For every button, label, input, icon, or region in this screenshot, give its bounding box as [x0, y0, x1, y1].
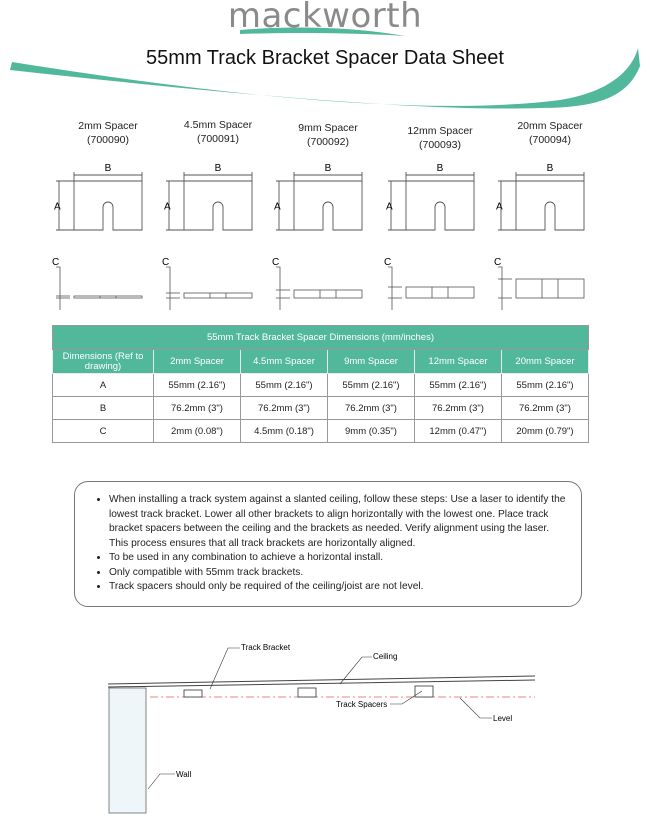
- label-a: A: [54, 202, 61, 213]
- label-a: A: [496, 202, 503, 213]
- table-cell: 4.5mm (0.18"): [240, 419, 328, 443]
- dimensions-table: 55mm Track Bracket Spacer Dimensions (mm…: [52, 325, 589, 443]
- spacer-drawings: B A C B A C B A C B A C B A C: [52, 163, 585, 310]
- column-header: 2mm Spacer: [153, 349, 241, 374]
- label-c: C: [272, 257, 279, 268]
- spacer-name: 4.5mm Spacer: [183, 119, 253, 131]
- spacer-heading: 20mm Spacer (700094): [490, 119, 610, 147]
- note-item: When installing a track system against a…: [109, 493, 567, 551]
- table-cell: 9mm (0.35"): [327, 419, 415, 443]
- table-cell: 55mm (2.16"): [327, 373, 415, 397]
- table-row: C 2mm (0.08") 4.5mm (0.18") 9mm (0.35") 12mm…: [52, 419, 589, 443]
- note-item: Track spacers should only be required of…: [109, 580, 567, 595]
- note-item: To be used in any combination to achieve…: [109, 551, 567, 566]
- table-cell: A: [52, 373, 154, 397]
- spacer-heading: 9mm Spacer (700092): [268, 121, 388, 149]
- table-cell: 76.2mm (3"): [327, 396, 415, 420]
- label-b: B: [437, 163, 444, 174]
- label-b: B: [325, 163, 332, 174]
- table-cell: 55mm (2.16"): [501, 373, 589, 397]
- spacer-front-view: [56, 172, 143, 231]
- spacer-code: (700094): [528, 134, 572, 146]
- table-cell: 76.2mm (3"): [240, 396, 328, 420]
- table-cell: 76.2mm (3"): [414, 396, 502, 420]
- label-b: B: [105, 163, 112, 174]
- label-c: C: [384, 257, 391, 268]
- spacer-code: (700093): [418, 139, 462, 151]
- label-a: A: [164, 202, 171, 213]
- spacer-front-view: [276, 172, 363, 231]
- spacer-side-view: [56, 266, 143, 310]
- label-b: B: [215, 163, 222, 174]
- spacer-heading: 4.5mm Spacer (700091): [158, 118, 278, 146]
- label-track-spacers: Track Spacers: [336, 700, 387, 709]
- column-header: 12mm Spacer: [414, 349, 502, 374]
- spacer-code: (700090): [86, 134, 130, 146]
- spacer-front-view: [388, 172, 475, 231]
- label-c: C: [162, 257, 169, 268]
- label-ceiling: Ceiling: [373, 652, 397, 661]
- table-cell: 76.2mm (3"): [501, 396, 589, 420]
- table-cell: C: [52, 419, 154, 443]
- track-bracket: [183, 685, 434, 698]
- logo: mackworth: [227, 0, 423, 36]
- label-level: Level: [493, 714, 512, 723]
- label-track-bracket: Track Bracket: [241, 643, 291, 652]
- label-c: C: [494, 257, 501, 268]
- page-title: 55mm Track Bracket Spacer Data Sheet: [146, 47, 504, 69]
- label-b: B: [547, 163, 554, 174]
- spacer-heading: 12mm Spacer (700093): [380, 124, 500, 152]
- table-cell: 76.2mm (3"): [153, 396, 241, 420]
- column-header: 20mm Spacer: [501, 349, 589, 374]
- table-cell: B: [52, 396, 154, 420]
- label-a: A: [274, 202, 281, 213]
- spacer-side-view: [166, 266, 253, 310]
- table-cell: 20mm (0.79"): [501, 419, 589, 443]
- spacer-name: 12mm Spacer: [407, 125, 473, 137]
- table-cell: 55mm (2.16"): [414, 373, 502, 397]
- spacer-front-view: [498, 172, 585, 231]
- spacer-side-view: [388, 266, 475, 310]
- label-a: A: [386, 202, 393, 213]
- table-cell: 55mm (2.16"): [153, 373, 241, 397]
- column-header: 9mm Spacer: [327, 349, 415, 374]
- column-header: 4.5mm Spacer: [240, 349, 328, 374]
- column-header: Dimensions (Ref to drawing): [52, 349, 154, 374]
- installation-diagram: Track Bracket Ceiling Track Spacers Leve…: [107, 643, 536, 814]
- table-row: B 76.2mm (3") 76.2mm (3") 76.2mm (3") 76.2mm…: [52, 396, 589, 420]
- table-row: A 55mm (2.16") 55mm (2.16") 55mm (2.16") 55m…: [52, 373, 589, 397]
- table-title: 55mm Track Bracket Spacer Dimensions (mm…: [52, 325, 589, 350]
- label-c: C: [52, 257, 59, 268]
- spacer-front-view: [166, 172, 253, 231]
- header-swoosh: [10, 27, 640, 109]
- spacer-name: 20mm Spacer: [517, 120, 583, 132]
- spacer-side-view: [276, 266, 363, 310]
- note-item: Only compatible with 55mm track brackets…: [109, 566, 567, 581]
- label-wall: Wall: [176, 770, 191, 779]
- table-cell: 55mm (2.16"): [240, 373, 328, 397]
- table-cell: 12mm (0.47"): [414, 419, 502, 443]
- table-cell: 2mm (0.08"): [153, 419, 241, 443]
- spacer-side-view: [498, 266, 585, 310]
- spacer-name: 9mm Spacer: [298, 122, 358, 134]
- spacer-code: (700091): [196, 133, 240, 145]
- spacer-heading: 2mm Spacer (700090): [48, 119, 168, 147]
- notes-box: When installing a track system against a…: [74, 481, 582, 607]
- spacer-code: (700092): [306, 136, 350, 148]
- spacer-name: 2mm Spacer: [78, 120, 138, 132]
